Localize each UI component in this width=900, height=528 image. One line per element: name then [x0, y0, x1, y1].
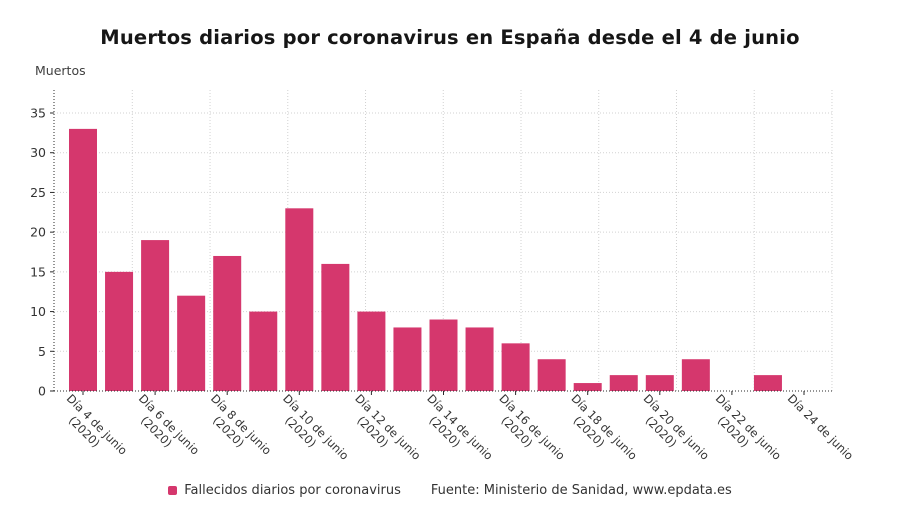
bar [645, 375, 674, 391]
bar [465, 327, 494, 391]
legend-item: Fallecidos diarios por coronavirus [168, 483, 401, 498]
x-tick-label: Día 20 de junio(2020) [631, 391, 712, 472]
y-tick-label: 20 [30, 225, 46, 240]
y-axis-title: Muertos [35, 63, 86, 78]
bar [249, 311, 278, 391]
bar [393, 327, 422, 391]
bar [69, 128, 97, 391]
bar [105, 271, 134, 391]
bar [285, 208, 314, 391]
legend-label: Fallecidos diarios por coronavirus [184, 483, 401, 498]
x-tick-label: Día 6 de junio(2020) [126, 391, 202, 467]
chart-title: Muertos diarios por coronavirus en Españ… [100, 26, 800, 49]
y-tick-label: 25 [30, 185, 46, 200]
x-tick-label: Día 14 de junio(2020) [414, 391, 495, 472]
y-tick-label: 30 [30, 145, 46, 160]
bar [609, 375, 638, 391]
bar [429, 319, 458, 391]
bar [537, 359, 566, 391]
bar [321, 263, 350, 391]
bar [141, 240, 170, 391]
y-tick-label: 5 [38, 344, 46, 359]
bar [177, 295, 206, 391]
y-tick-label: 35 [30, 106, 46, 121]
bar [753, 375, 782, 391]
x-tick-label: Día 10 de junio(2020) [270, 391, 351, 472]
x-tick-label: Día 24 de junio [785, 391, 856, 462]
x-tick-label: Día 16 de junio(2020) [487, 391, 568, 472]
source-attribution: Fuente: Ministerio de Sanidad, www.epdat… [430, 483, 732, 498]
y-tick-label: 0 [38, 384, 46, 399]
y-tick-label: 15 [30, 264, 46, 279]
bar [501, 343, 530, 391]
legend-marker-square [168, 486, 178, 495]
x-tick-label: Día 8 de junio(2020) [198, 391, 274, 467]
bar [573, 383, 602, 391]
chart-footer: Fallecidos diarios por coronavirus Fuent… [0, 483, 900, 498]
y-tick-label: 10 [30, 304, 46, 319]
bar [681, 359, 710, 391]
x-tick-label: Día 12 de junio(2020) [342, 391, 423, 472]
bar [213, 255, 242, 391]
x-tick-label: Día 4 de junio(2020) [54, 391, 130, 467]
x-tick-label: Día 18 de junio(2020) [559, 391, 640, 472]
x-tick-label: Día 22 de junio(2020) [703, 391, 784, 472]
bar [357, 311, 386, 391]
